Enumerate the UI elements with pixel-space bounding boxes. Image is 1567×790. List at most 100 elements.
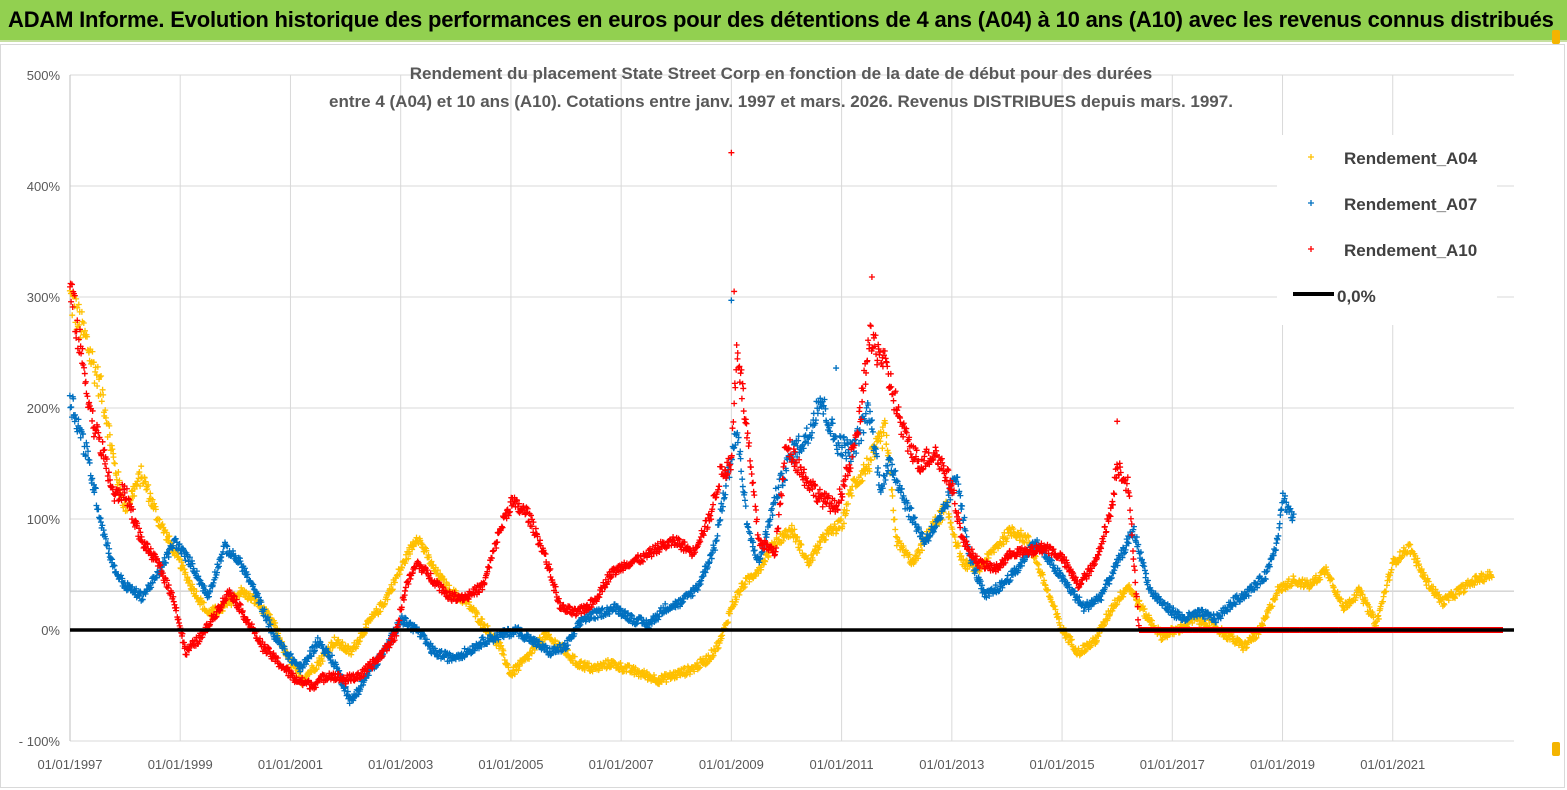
marker-rendement_a10 [176, 620, 183, 627]
marker-rendement_a04 [900, 543, 907, 550]
marker-rendement_a07 [195, 573, 202, 580]
marker-rendement_a07 [182, 557, 189, 564]
marker-rendement_a04 [731, 601, 738, 608]
marker-rendement_a04 [736, 588, 743, 595]
marker-rendement_a07 [718, 500, 725, 507]
marker-rendement_a04 [946, 513, 953, 520]
marker-rendement_a07 [701, 568, 708, 575]
marker-rendement_a04 [781, 528, 788, 535]
marker-rendement_a07 [628, 611, 635, 618]
marker-rendement_a07 [70, 395, 77, 402]
marker-rendement_a04 [1382, 588, 1389, 595]
marker-rendement_a07 [210, 579, 217, 586]
marker-rendement_a04 [399, 564, 406, 571]
marker-rendement_a04 [775, 536, 782, 543]
marker-rendement_a04 [186, 578, 193, 585]
marker-rendement_a04 [755, 570, 762, 577]
marker-rendement_a04 [439, 576, 446, 583]
marker-rendement_a04 [1279, 587, 1286, 594]
marker-rendement_a04 [144, 485, 151, 492]
marker-rendement_a04 [413, 534, 420, 541]
marker-rendement_a04 [102, 414, 109, 421]
marker-rendement_a07 [571, 630, 578, 637]
marker-rendement_a07 [577, 621, 584, 628]
marker-rendement_a04 [498, 642, 505, 649]
marker-rendement_a04 [519, 659, 526, 666]
marker-rendement_a04 [1387, 569, 1394, 576]
marker-rendement_a07 [165, 554, 172, 560]
marker-rendement_a04 [163, 529, 170, 536]
marker-rendement_a04 [1141, 605, 1148, 612]
marker-rendement_a04 [479, 616, 486, 623]
marker-rendement_a07 [119, 575, 126, 582]
marker-rendement_a04 [814, 549, 821, 556]
marker-rendement_a04 [516, 663, 523, 670]
marker-rendement_a07 [241, 565, 248, 572]
marker-rendement_a04 [794, 534, 801, 541]
marker-rendement_a04 [1398, 555, 1405, 562]
marker-rendement_a04 [650, 671, 657, 678]
marker-rendement_a04 [696, 664, 703, 671]
marker-rendement_a07 [717, 516, 724, 523]
marker-rendement_a04 [80, 319, 87, 326]
marker-rendement_a04 [949, 526, 956, 533]
chart-frame: - 100% 0% 100% 200% 300% 400% 500% 01/01/1997 01… [0, 44, 1565, 788]
marker-rendement_a04 [611, 659, 618, 666]
marker-rendement_a07 [719, 503, 726, 510]
marker-rendement_a04 [883, 441, 890, 448]
marker-rendement_a04 [78, 308, 85, 315]
marker-rendement_a04 [500, 651, 507, 658]
marker-rendement_a07 [169, 542, 176, 549]
marker-rendement_a07 [402, 615, 409, 622]
marker-rendement_a04 [1432, 586, 1439, 593]
marker-rendement_a04 [816, 538, 823, 545]
marker-rendement_a07 [958, 506, 965, 513]
marker-rendement_a04 [106, 422, 113, 429]
marker-rendement_a07 [212, 574, 219, 581]
marker-rendement_a04 [1438, 596, 1445, 603]
marker-rendement_a04 [1312, 572, 1319, 579]
marker-rendement_a07 [357, 686, 364, 693]
marker-rendement_a07 [715, 521, 722, 528]
marker-rendement_a04 [878, 433, 885, 440]
marker-rendement_a04 [1400, 544, 1407, 551]
marker-rendement_a04 [1263, 614, 1270, 621]
marker-rendement_a04 [891, 516, 898, 523]
marker-rendement_a04 [331, 634, 338, 641]
marker-rendement_a07 [737, 455, 744, 462]
marker-rendement_a04 [816, 544, 823, 551]
marker-rendement_a04 [1388, 566, 1395, 573]
marker-rendement_a04 [1461, 585, 1468, 592]
marker-rendement_a04 [1189, 620, 1196, 627]
marker-rendement_a04 [708, 647, 715, 654]
marker-rendement_a04 [879, 424, 886, 431]
marker-rendement_a04 [833, 530, 840, 537]
marker-rendement_a07 [71, 418, 78, 425]
marker-rendement_a04 [995, 545, 1002, 552]
marker-rendement_a04 [344, 646, 351, 653]
marker-rendement_a07 [564, 642, 571, 649]
marker-rendement_a07 [869, 428, 876, 435]
marker-rendement_a04 [1253, 634, 1260, 641]
marker-rendement_a04 [765, 554, 772, 561]
marker-rendement_a07 [85, 448, 92, 455]
marker-rendement_a07 [201, 583, 208, 590]
marker-rendement_a07 [202, 586, 209, 593]
marker-rendement_a04 [1035, 561, 1042, 568]
marker-rendement_a04 [889, 486, 896, 493]
marker-rendement_a07 [303, 661, 310, 668]
marker-rendement_a04 [313, 665, 320, 672]
marker-rendement_a04 [136, 469, 143, 476]
marker-rendement_a07 [193, 568, 200, 575]
marker-rendement_a07 [68, 404, 75, 411]
marker-rendement_a07 [311, 648, 318, 655]
marker-rendement_a04 [1025, 533, 1032, 540]
marker-rendement_a07 [722, 491, 729, 498]
marker-rendement_a07 [960, 517, 967, 524]
marker-rendement_a10 [81, 370, 88, 377]
marker-rendement_a04 [405, 555, 412, 562]
y-tick-label: 300% [27, 290, 61, 305]
marker-rendement_a04 [94, 363, 101, 370]
marker-rendement_a04 [1328, 576, 1335, 583]
marker-rendement_a04 [1004, 535, 1011, 542]
